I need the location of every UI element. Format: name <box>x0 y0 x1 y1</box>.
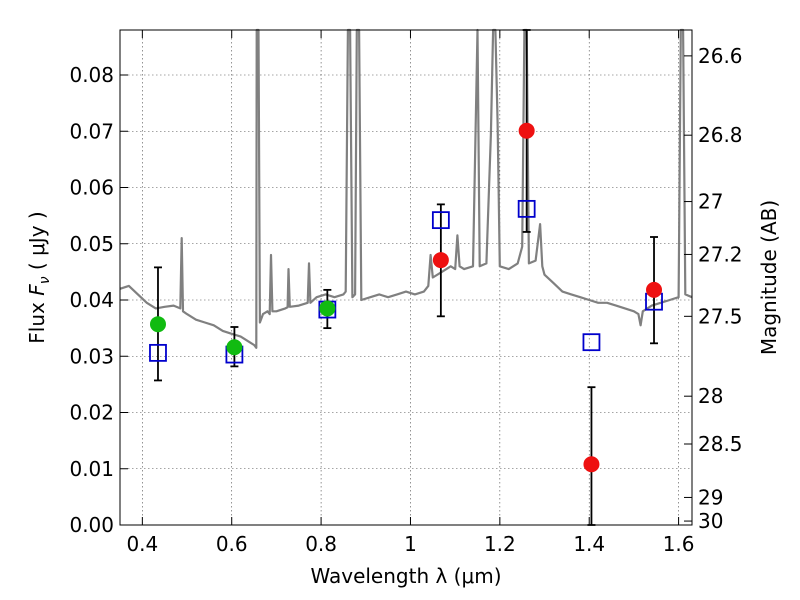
model-square-point <box>582 333 601 352</box>
right-tick-label: 30 <box>698 509 723 533</box>
model-square-point <box>517 199 536 218</box>
detection-point-red <box>432 252 449 269</box>
detection-point-green <box>226 339 243 356</box>
x-tick-label: 1.6 <box>663 532 695 556</box>
right-tick-label: 28.5 <box>698 432 743 456</box>
right-axis-title: Magnitude (AB) <box>757 200 781 355</box>
x-axis-title: Wavelength λ (μm) <box>310 564 501 588</box>
right-tick-label: 26.8 <box>698 123 743 147</box>
x-axis-tick-labels: 0.4 0.6 0.8 1 1.2 1.4 1.6 <box>126 532 694 556</box>
detection-point-red <box>583 456 600 473</box>
right-tick-label: 29 <box>698 485 723 509</box>
y-tick-label: 0.08 <box>69 63 114 87</box>
y-tick-label: 0.07 <box>69 119 114 143</box>
x-tick-label: 0.4 <box>126 532 158 556</box>
right-tick-label: 27 <box>698 190 723 214</box>
y-tick-label: 0.06 <box>69 176 114 200</box>
y-tick-label: 0.02 <box>69 401 114 425</box>
axis-ticks <box>120 30 692 526</box>
x-tick-label: 1.4 <box>573 532 605 556</box>
x-tick-label: 1 <box>404 532 417 556</box>
y-tick-label: 0.00 <box>69 513 114 537</box>
model-square-point <box>149 343 167 362</box>
detection-point-red <box>518 122 535 139</box>
plot-frame <box>119 29 693 526</box>
x-tick-label: 0.6 <box>216 532 248 556</box>
right-tick-label: 26.6 <box>698 44 743 68</box>
photometry-marks <box>149 29 663 526</box>
model-square-point <box>431 211 450 230</box>
y-axis-title: Flux Fν ( μJy ) <box>25 211 53 343</box>
y-tick-label: 0.04 <box>69 288 114 312</box>
right-tick-label: 27.5 <box>698 304 743 328</box>
right-tick-label: 27.2 <box>698 242 743 266</box>
right-tick-label: 28 <box>698 384 723 408</box>
y-axis-tick-labels: 0.00 0.01 0.02 0.03 0.04 0.05 0.06 0.07 0.08 <box>69 63 114 537</box>
y-tick-label: 0.03 <box>69 344 114 368</box>
spectrum-line <box>119 28 693 349</box>
x-tick-label: 0.8 <box>305 532 337 556</box>
detection-point-green <box>149 316 166 333</box>
y-tick-label: 0.05 <box>69 232 114 256</box>
x-tick-label: 1.2 <box>484 532 516 556</box>
detection-point-red <box>646 281 663 298</box>
grid-lines <box>120 30 692 526</box>
model-spectrum <box>119 28 693 349</box>
y-tick-label: 0.01 <box>69 457 114 481</box>
detection-point-green <box>319 300 336 317</box>
